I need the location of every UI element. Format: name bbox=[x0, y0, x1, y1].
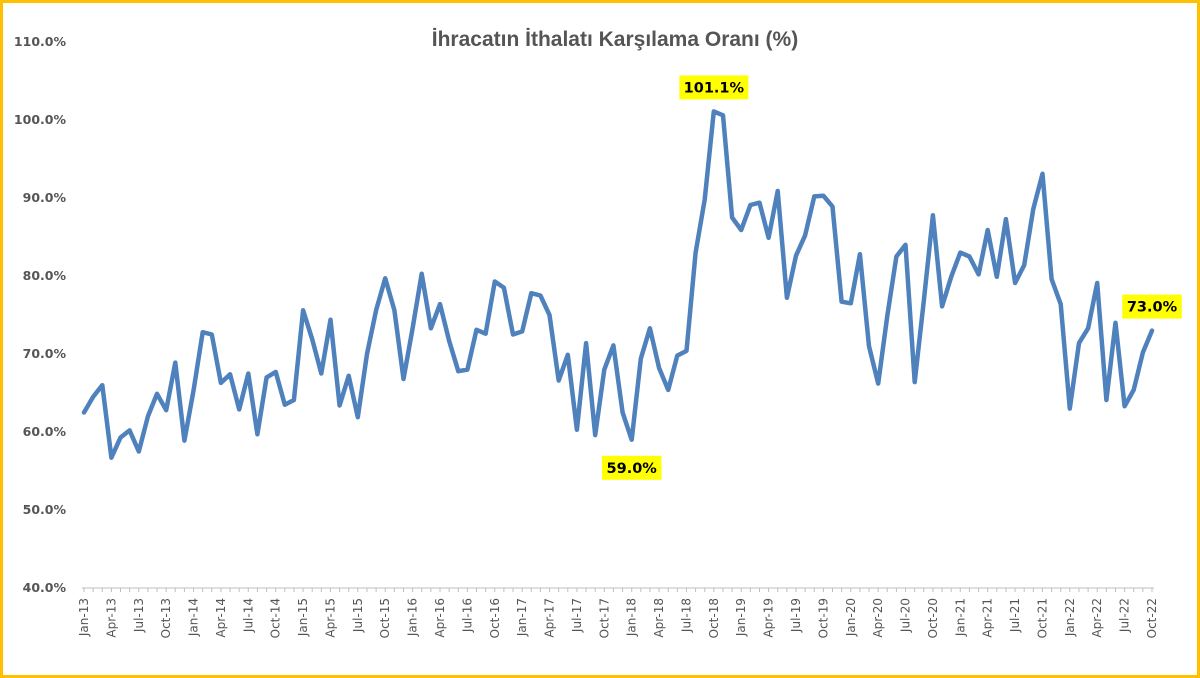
y-tick-label: 60.0% bbox=[23, 424, 67, 439]
x-tick-label: Jan-13 bbox=[77, 598, 91, 637]
x-tick-label: Apr-19 bbox=[762, 598, 776, 638]
x-tick-label: Jul-17 bbox=[570, 598, 584, 633]
x-tick-label: Oct-13 bbox=[159, 598, 173, 638]
x-tick-label: Jul-21 bbox=[1008, 598, 1022, 633]
x-tick-label: Jul-18 bbox=[679, 598, 693, 633]
y-tick-label: 80.0% bbox=[23, 268, 67, 283]
y-tick-label: 100.0% bbox=[14, 112, 67, 127]
x-axis: Jan-13 Apr-13 Jul-13 Oct-13 Jan-14 Apr-14 Jul-… bbox=[77, 587, 1159, 638]
callout-label: 59.0% bbox=[607, 461, 658, 477]
x-tick-label: Jan-19 bbox=[734, 598, 748, 637]
x-tick-label: Jul-20 bbox=[899, 598, 913, 633]
data-callouts: 101.1% 59.0% 73.0% bbox=[601, 75, 1182, 480]
y-tick-label: 40.0% bbox=[23, 580, 67, 595]
x-tick-label: Jul-19 bbox=[789, 598, 803, 633]
x-tick-label: Oct-21 bbox=[1035, 598, 1049, 638]
x-tick-label: Jan-22 bbox=[1063, 598, 1077, 637]
callout-box bbox=[1122, 294, 1182, 319]
x-tick-label: Oct-17 bbox=[597, 598, 611, 638]
x-tick-label: Apr-18 bbox=[652, 598, 666, 638]
x-tick-label: Apr-13 bbox=[104, 598, 118, 638]
x-tick-label: Oct-18 bbox=[707, 598, 721, 638]
x-tick-label: Apr-20 bbox=[871, 598, 885, 638]
y-tick-label: 70.0% bbox=[23, 346, 67, 361]
x-tick-label: Jan-16 bbox=[406, 598, 420, 637]
x-tick-label: Jan-17 bbox=[515, 598, 529, 637]
callout-label: 73.0% bbox=[1127, 300, 1178, 316]
y-axis-ticks: 40.0% 50.0% 60.0% 70.0% 80.0% 90.0% 100.0% 110.… bbox=[14, 34, 67, 595]
x-tick-label: Jul-14 bbox=[241, 598, 255, 633]
callout-box bbox=[601, 455, 662, 480]
x-tick-label: Jan-14 bbox=[187, 598, 201, 637]
x-tick-label: Jul-22 bbox=[1118, 598, 1132, 633]
x-tick-label: Jan-21 bbox=[953, 598, 967, 637]
x-tick-label: Apr-16 bbox=[433, 598, 447, 638]
x-tick-label: Oct-16 bbox=[488, 598, 502, 638]
callout-box bbox=[679, 75, 749, 100]
x-tick-label: Jul-16 bbox=[460, 598, 474, 633]
y-tick-label: 90.0% bbox=[23, 190, 67, 205]
series-line bbox=[81, 109, 1155, 460]
x-tick-label: Oct-19 bbox=[816, 598, 830, 638]
callout-label: 101.1% bbox=[684, 80, 745, 96]
x-tick-label: Apr-15 bbox=[323, 598, 337, 638]
x-tick-label: Oct-22 bbox=[1145, 598, 1159, 638]
series-group bbox=[81, 109, 1155, 460]
x-tick-label: Jan-18 bbox=[625, 598, 639, 637]
x-tick-label: Oct-15 bbox=[378, 598, 392, 638]
x-tick-label: Apr-14 bbox=[214, 598, 228, 638]
x-tick-label: Jul-13 bbox=[132, 598, 146, 633]
x-tick-label: Oct-20 bbox=[926, 598, 940, 638]
x-tick-label: Oct-14 bbox=[269, 598, 283, 638]
chart-title: İhracatın İthalatı Karşılama Oranı (%) bbox=[432, 28, 798, 51]
x-tick-label: Jan-20 bbox=[844, 598, 858, 637]
x-tick-label: Apr-21 bbox=[981, 598, 995, 638]
x-tick-label: Jul-15 bbox=[351, 598, 365, 633]
y-tick-label: 50.0% bbox=[23, 502, 67, 517]
x-tick-label: Apr-22 bbox=[1090, 598, 1104, 638]
y-tick-label: 110.0% bbox=[14, 34, 67, 49]
x-tick-label: Apr-17 bbox=[543, 598, 557, 638]
x-tick-label: Jan-15 bbox=[296, 598, 310, 637]
